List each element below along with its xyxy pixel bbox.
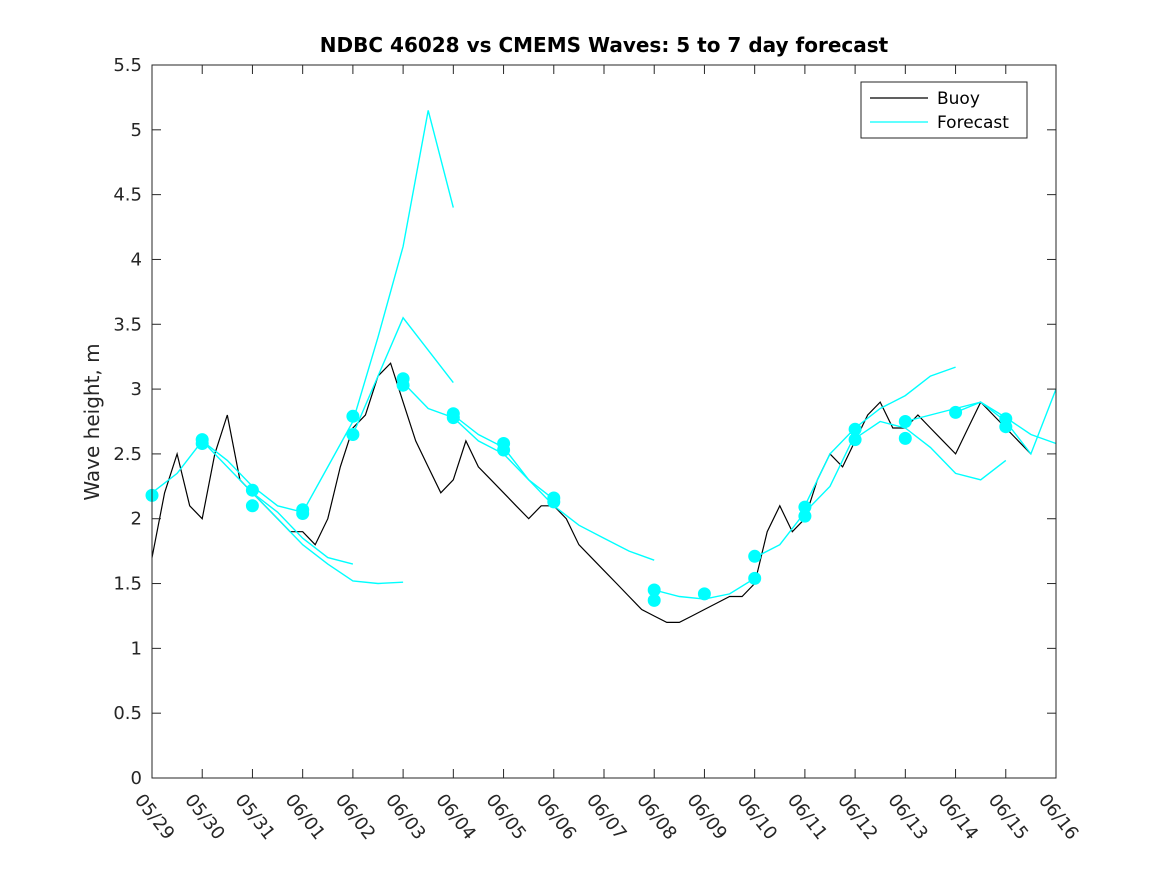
x-tick-label: 05/30: [180, 790, 228, 844]
series-line-forecast-3: [302, 110, 454, 513]
x-tick-label: 06/04: [431, 790, 479, 844]
forecast-marker: [898, 431, 912, 445]
series-line-forecast-1: [201, 440, 354, 565]
x-tick-label: 06/02: [331, 790, 379, 844]
y-tick-label: 5: [131, 120, 142, 141]
y-axis-label: Wave height, m: [80, 343, 104, 500]
forecast-marker: [798, 509, 812, 523]
forecast-marker: [245, 499, 259, 513]
forecast-marker: [748, 571, 762, 585]
legend-box: [860, 81, 1028, 139]
forecast-marker: [898, 415, 912, 428]
forecast-marker: [396, 378, 410, 392]
series-line-forecast-0: [151, 439, 303, 513]
forecast-marker: [999, 420, 1013, 434]
y-tick-label: 4.5: [113, 185, 142, 206]
y-tick-label: 5.5: [113, 55, 142, 76]
forecast-marker: [647, 583, 661, 597]
forecast-marker: [848, 433, 862, 447]
forecast-marker: [547, 495, 561, 509]
y-tick-label: 2: [131, 509, 142, 530]
series-line-buoy: [151, 362, 1032, 624]
forecast-marker: [195, 433, 209, 447]
forecast-marker: [346, 409, 360, 423]
legend-entry-buoy: Buoy: [937, 89, 980, 109]
forecast-marker: [949, 405, 963, 419]
forecast-marker: [497, 443, 511, 457]
forecast-marker: [748, 549, 762, 563]
forecast-marker: [798, 500, 812, 514]
x-tick-label: 06/01: [281, 790, 329, 844]
x-tick-label: 06/09: [683, 790, 731, 844]
forecast-marker: [346, 428, 360, 441]
series-line-forecast-4: [352, 316, 454, 435]
x-tick-label: 06/13: [883, 790, 931, 844]
y-tick-label: 1.5: [113, 574, 142, 595]
y-tick-label: 0: [131, 768, 142, 789]
x-tick-label: 06/06: [532, 790, 580, 844]
x-tick-label: 06/05: [482, 790, 530, 844]
x-tick-label: 05/31: [231, 790, 279, 844]
forecast-marker: [245, 483, 259, 497]
forecast-marker: [446, 411, 460, 425]
y-tick-label: 3: [131, 379, 142, 400]
x-tick-label: 05/29: [130, 790, 178, 844]
x-tick-label: 06/11: [783, 790, 831, 844]
forecast-marker: [848, 422, 862, 436]
x-tick-label: 06/12: [833, 790, 881, 844]
series-layer: [145, 110, 1057, 624]
forecast-marker: [697, 587, 711, 601]
x-tick-label: 06/16: [1034, 790, 1082, 844]
y-tick-label: 0.5: [113, 703, 142, 724]
x-tick-label: 06/14: [934, 790, 982, 844]
plot-area: 00.511.522.533.544.555.505/29 05/30 05/31 0…: [113, 55, 1082, 844]
x-tick-label: 06/10: [733, 790, 781, 844]
x-tick-label: 06/07: [582, 790, 630, 844]
y-tick-label: 4: [131, 249, 142, 270]
x-tick-label: 06/08: [632, 790, 680, 844]
series-line-forecast-10: [854, 420, 1007, 481]
legend: Buoy Forecast: [860, 81, 1028, 139]
y-tick-label: 2.5: [113, 444, 142, 465]
forecast-marker: [647, 593, 661, 607]
y-tick-label: 1: [131, 638, 142, 659]
forecast-marker: [296, 503, 310, 517]
x-tick-label: 06/15: [984, 790, 1032, 844]
plot-background: [152, 65, 1056, 778]
chart-title: NDBC 46028 vs CMEMS Waves: 5 to 7 day fo…: [320, 33, 889, 57]
series-line-forecast-2: [251, 492, 404, 585]
x-tick-label: 06/03: [381, 790, 429, 844]
series-line-forecast-9: [804, 366, 956, 507]
y-tick-label: 3.5: [113, 314, 142, 335]
legend-entry-forecast: Forecast: [937, 113, 1009, 133]
